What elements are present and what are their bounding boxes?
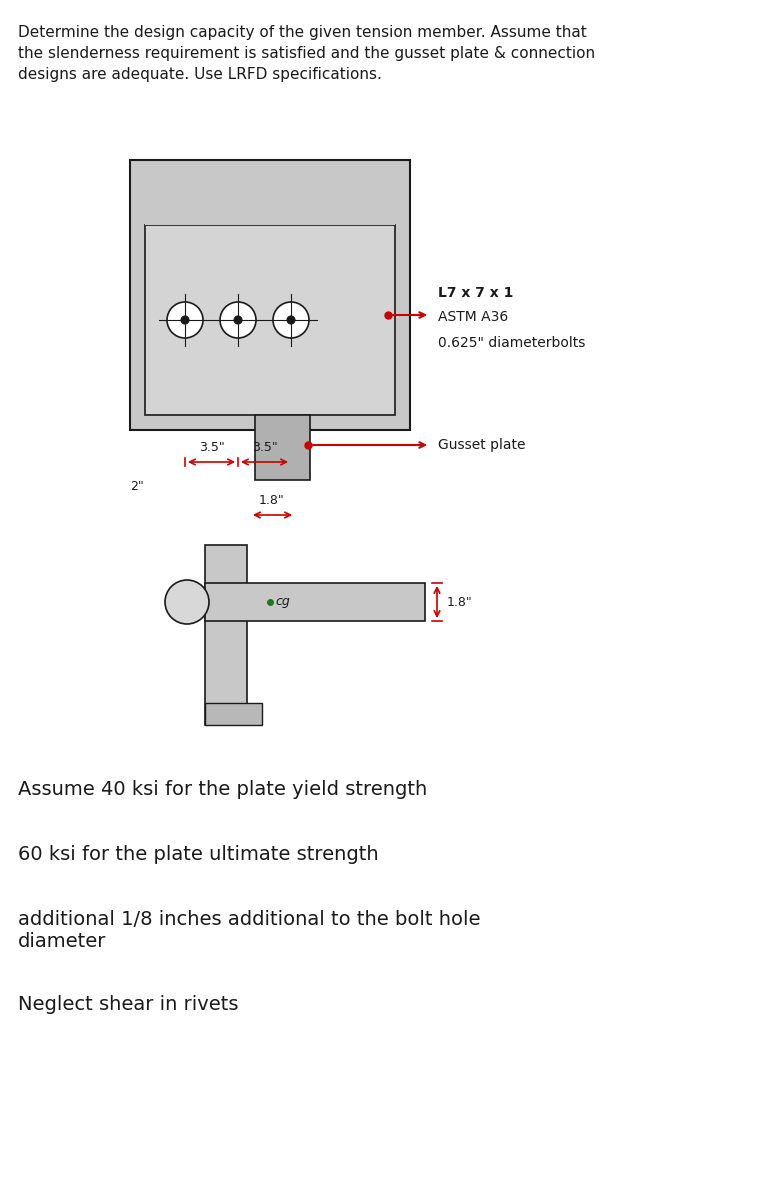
Bar bbox=[155, 170, 410, 415]
Text: cg: cg bbox=[275, 595, 290, 608]
Text: Determine the design capacity of the given tension member. Assume that
the slend: Determine the design capacity of the giv… bbox=[18, 25, 595, 82]
Bar bbox=[205, 583, 425, 622]
Text: 0.625" diameterbolts: 0.625" diameterbolts bbox=[438, 336, 586, 350]
Text: Neglect shear in rivets: Neglect shear in rivets bbox=[18, 995, 239, 1014]
Circle shape bbox=[181, 316, 189, 324]
Bar bbox=[145, 175, 395, 226]
Circle shape bbox=[165, 580, 209, 624]
Circle shape bbox=[273, 302, 309, 338]
Text: 3.5": 3.5" bbox=[251, 440, 277, 454]
Text: L7 x 7 x 1: L7 x 7 x 1 bbox=[438, 286, 514, 300]
Text: additional 1/8 inches additional to the bolt hole
diameter: additional 1/8 inches additional to the … bbox=[18, 910, 481, 950]
Circle shape bbox=[287, 316, 295, 324]
Bar bbox=[130, 160, 410, 430]
Circle shape bbox=[220, 302, 256, 338]
Bar bbox=[205, 545, 247, 725]
Text: ASTM A36: ASTM A36 bbox=[438, 310, 508, 324]
Bar bbox=[145, 226, 395, 415]
Text: 1.8": 1.8" bbox=[259, 494, 285, 506]
Bar bbox=[205, 703, 262, 725]
Text: 3.5": 3.5" bbox=[199, 440, 225, 454]
Text: Assume 40 ksi for the plate yield strength: Assume 40 ksi for the plate yield streng… bbox=[18, 780, 428, 799]
Text: Gusset plate: Gusset plate bbox=[438, 438, 525, 452]
Text: 60 ksi for the plate ultimate strength: 60 ksi for the plate ultimate strength bbox=[18, 845, 379, 864]
Text: 1.8": 1.8" bbox=[447, 595, 473, 608]
Bar bbox=[255, 415, 310, 480]
Text: 2": 2" bbox=[130, 480, 144, 493]
Circle shape bbox=[234, 316, 242, 324]
Circle shape bbox=[167, 302, 203, 338]
